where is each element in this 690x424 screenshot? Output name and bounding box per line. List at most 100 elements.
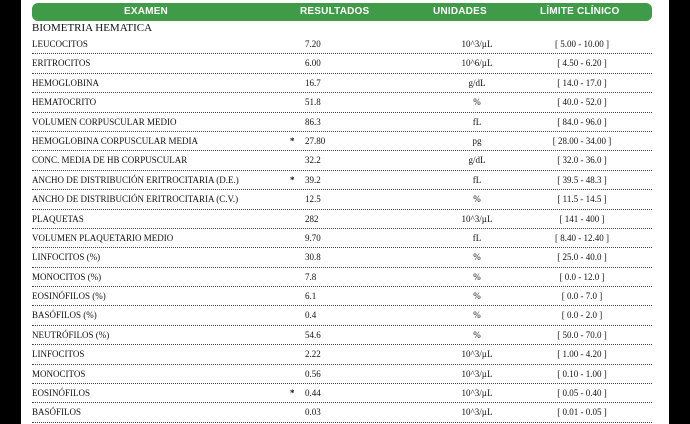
unit-cell: fL [472, 232, 482, 243]
reference-range: [ 8.40 - 12.40 ] [555, 232, 609, 243]
table-row: ANCHO DE DISTRIBUCIÓN ERITROCITARIA (C.V… [32, 190, 652, 210]
test-name: VOLUMEN CORPUSCULAR MEDIO [32, 116, 177, 127]
abnormal-flag: * [290, 388, 295, 399]
header-limite-clinico: LÍMITE CLÍNICO [540, 6, 620, 17]
result-value: 0.44 [305, 388, 321, 399]
table-row: BASÓFILOS 0.03 10^3/µL [ 0.01 - 0.05 ] [32, 403, 652, 423]
table-row: LEUCOCITOS 7.20 10^3/µL [ 5.00 - 10.00 ] [32, 35, 652, 55]
test-name: HEMOGLOBINA [32, 77, 99, 88]
reference-range: [ 5.00 - 10.00 ] [555, 39, 609, 49]
result-value: 0.4 [305, 310, 317, 321]
header-unidades: UNIDADES [433, 6, 487, 17]
header-examen: EXAMEN [124, 6, 168, 17]
reference-range: [ 0.05 - 0.40 ] [557, 388, 607, 399]
table-header: EXAMEN RESULTADOS UNIDADES LÍMITE CLÍNIC… [32, 3, 652, 21]
reference-range: [ 84.0 - 96.0 ] [557, 116, 607, 127]
result-value: 30.8 [305, 252, 321, 263]
result-value: 282 [305, 213, 319, 224]
table-row: CONC. MEDIA DE HB CORPUSCULAR 32.2 g/dL [ 3… [32, 151, 652, 171]
reference-range: [ 28.00 - 34.00 ] [552, 135, 612, 146]
reference-range: [ 0.01 - 0.05 ] [557, 407, 607, 418]
result-value: 51.8 [305, 97, 321, 108]
result-value: 6.00 [305, 58, 321, 69]
reference-range: [ 50.0 - 70.0 ] [557, 329, 607, 340]
unit-cell: % [473, 310, 481, 321]
unit-cell: 10^3/µL [461, 368, 493, 379]
result-value: 32.2 [305, 155, 321, 166]
result-value: 16.7 [305, 77, 321, 88]
test-name: BASÓFILOS [32, 407, 82, 418]
table-row: MONOCITOS (%) 7.8% [ 0.0 - 12.0 ] [32, 268, 652, 288]
unit-cell: pg [472, 135, 482, 146]
reference-range: [ 25.0 - 40.0 ] [557, 252, 607, 263]
result-value: 2.22 [305, 349, 321, 360]
test-name: PLAQUETAS [32, 213, 84, 224]
table-row: PLAQUETAS 282 10^3/µL [ 141 - 400 ] [32, 210, 652, 229]
unit-cell: % [473, 271, 481, 282]
test-name: HEMATOCRITO [32, 97, 97, 108]
test-name: LEUCOCITOS [32, 39, 88, 49]
table-row: HEMOGLOBINA CORPUSCULAR MEDIA * 27.80 pg [ 2… [32, 132, 652, 152]
unit-cell: 10^3/µL [461, 407, 493, 418]
header-resultados: RESULTADOS [300, 6, 370, 17]
result-value: 0.03 [305, 407, 321, 418]
result-value: 39.2 [305, 174, 321, 185]
table-row: EOSINÓFILOS * 0.44 10^3/µL [ 0.05 - 0.40 ] [32, 384, 652, 404]
results-table: LEUCOCITOS 7.20 10^3/µL [ 5.00 - 10.00 ] ERI… [21, 35, 669, 424]
lab-report-page: EXAMEN RESULTADOS UNIDADES LÍMITE CLÍNIC… [21, 0, 669, 424]
result-value: 6.1 [305, 291, 317, 302]
table-row: HEMATOCRITO 51.8% [ 40.0 - 52.0 ] [32, 93, 652, 113]
section-title: BIOMETRIA HEMATICA [32, 22, 153, 34]
reference-range: [ 40.0 - 52.0 ] [557, 97, 607, 108]
unit-cell: % [473, 194, 481, 205]
unit-cell: % [473, 97, 481, 108]
reference-range: [ 0.0 - 12.0 ] [559, 271, 605, 282]
test-name: HEMOGLOBINA CORPUSCULAR MEDIA [32, 135, 199, 146]
unit-cell: 10^6/µL [461, 58, 493, 69]
test-name: VOLUMEN PLAQUETARIO MEDIO [32, 232, 174, 243]
table-row: EOSINÓFILOS (%) 6.1% [ 0.0 - 7.0 ] [32, 287, 652, 307]
unit-cell: 10^3/µL [461, 388, 493, 399]
unit-cell: % [473, 291, 481, 302]
table-row: LINFOCITOS 2.22 10^3/µL [ 1.00 - 4.20 ] [32, 345, 652, 365]
table-row: NEUTRÓFILOS (%) 54.6% [ 50.0 - 70.0 ] [32, 326, 652, 346]
reference-range: [ 39.5 - 48.3 ] [557, 174, 607, 185]
reference-range: [ 0.0 - 7.0 ] [561, 291, 603, 302]
reference-range: [ 11.5 - 14.5 ] [557, 194, 607, 205]
table-row: ANCHO DE DISTRIBUCIÓN ERITROCITARIA (D.E… [32, 171, 652, 191]
reference-range: [ 14.0 - 17.0 ] [557, 77, 607, 88]
table-row: ERITROCITOS 6.00 10^6/µL [ 4.50 - 6.20 ] [32, 54, 652, 74]
unit-cell: g/dL [468, 77, 486, 88]
test-name: ERITROCITOS [32, 58, 91, 69]
unit-cell: g/dL [468, 155, 486, 166]
unit-cell: 10^3/µL [461, 39, 493, 49]
test-name: ANCHO DE DISTRIBUCIÓN ERITROCITARIA (D.E… [32, 174, 239, 185]
table-row: MONOCITOS 0.56 10^3/µL [ 0.10 - 1.00 ] [32, 365, 652, 385]
test-name: EOSINÓFILOS (%) [32, 291, 106, 302]
test-name: LINFOCITOS (%) [32, 252, 101, 263]
result-value: 54.6 [305, 329, 321, 340]
reference-range: [ 141 - 400 ] [559, 213, 605, 224]
unit-cell: 10^3/µL [461, 349, 493, 360]
table-row: VOLUMEN CORPUSCULAR MEDIO 86.3 fL [ 84.0 - … [32, 113, 652, 132]
reference-range: [ 0.0 - 2.0 ] [561, 310, 603, 321]
unit-cell: % [473, 329, 481, 340]
table-row: VOLUMEN PLAQUETARIO MEDIO 9.70 fL [ 8.40 - … [32, 229, 652, 249]
unit-cell: fL [472, 116, 482, 127]
table-row: HEMOGLOBINA 16.7 g/dL [ 14.0 - 17.0 ] [32, 74, 652, 94]
test-name: MONOCITOS [32, 368, 86, 379]
result-value: 27.80 [305, 135, 326, 146]
abnormal-flag: * [290, 174, 295, 185]
result-value: 86.3 [305, 116, 321, 127]
unit-cell: 10^3/µL [461, 213, 493, 224]
result-value: 7.8 [305, 271, 317, 282]
test-name: BASÓFILOS (%) [32, 310, 97, 321]
test-name: LINFOCITOS [32, 349, 85, 360]
test-name: MONOCITOS (%) [32, 271, 102, 282]
unit-cell: % [473, 252, 481, 263]
result-value: 12.5 [305, 194, 321, 205]
test-name: NEUTRÓFILOS (%) [32, 329, 110, 340]
unit-cell: fL [472, 174, 482, 185]
reference-range: [ 4.50 - 6.20 ] [557, 58, 607, 69]
test-name: EOSINÓFILOS [32, 388, 91, 399]
